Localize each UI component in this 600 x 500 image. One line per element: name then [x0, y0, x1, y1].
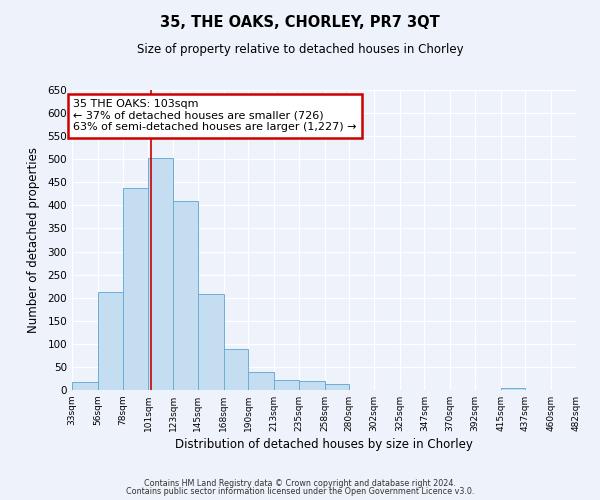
Text: 35 THE OAKS: 103sqm
← 37% of detached houses are smaller (726)
63% of semi-detac: 35 THE OAKS: 103sqm ← 37% of detached ho…	[73, 99, 356, 132]
Bar	[501, 388, 526, 390]
Y-axis label: Number of detached properties: Number of detached properties	[28, 147, 40, 333]
Text: Size of property relative to detached houses in Chorley: Size of property relative to detached ho…	[137, 42, 463, 56]
Bar	[72, 382, 98, 390]
Text: Contains HM Land Registry data © Crown copyright and database right 2024.: Contains HM Land Registry data © Crown c…	[144, 478, 456, 488]
Bar	[198, 294, 224, 390]
Text: Contains public sector information licensed under the Open Government Licence v3: Contains public sector information licen…	[126, 487, 474, 496]
Bar	[148, 158, 173, 390]
Bar	[248, 372, 274, 390]
Bar	[224, 350, 248, 390]
Bar	[299, 381, 325, 390]
Text: 35, THE OAKS, CHORLEY, PR7 3QT: 35, THE OAKS, CHORLEY, PR7 3QT	[160, 15, 440, 30]
Bar	[173, 201, 198, 390]
Bar	[122, 188, 148, 390]
Bar	[325, 384, 349, 390]
X-axis label: Distribution of detached houses by size in Chorley: Distribution of detached houses by size …	[175, 438, 473, 451]
Bar	[98, 292, 122, 390]
Bar	[274, 380, 299, 390]
